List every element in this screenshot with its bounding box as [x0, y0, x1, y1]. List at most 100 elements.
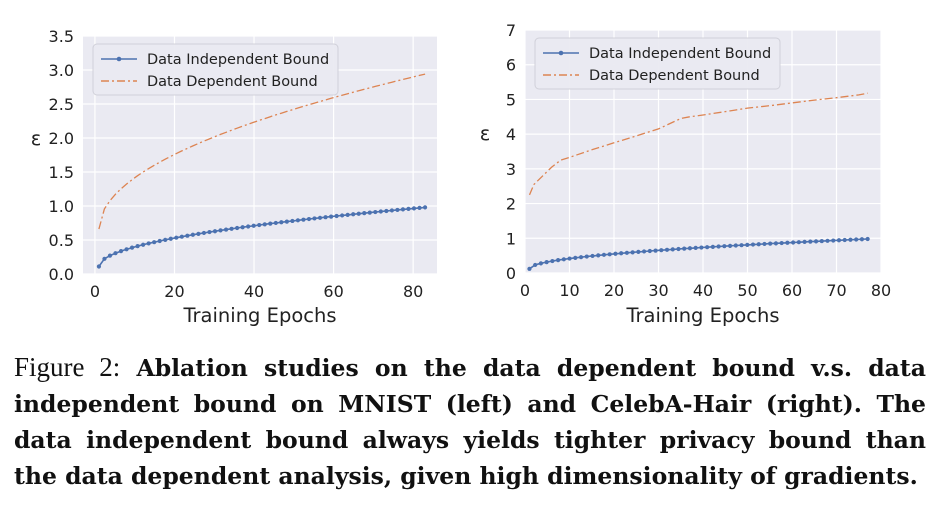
data-point: [340, 213, 345, 218]
x-tick-label: 80: [871, 281, 891, 300]
data-point: [796, 240, 801, 245]
legend-box: [534, 37, 781, 90]
data-point: [152, 240, 157, 245]
y-tick-label: 7: [506, 21, 516, 40]
data-point: [257, 222, 262, 228]
data-point: [802, 239, 807, 245]
data-point: [163, 237, 168, 242]
data-point: [567, 256, 572, 261]
chart-mnist: 0.0 0.5 1.0 1.5 2.0 2.5 3.0 3.5 0 20 40 60 80 Trainin…: [31, 27, 437, 327]
y-tick-label: 0.5: [49, 231, 74, 250]
data-point: [284, 219, 289, 224]
x-tick-label: 20: [604, 281, 624, 300]
data-point: [301, 217, 306, 222]
data-point: [699, 245, 704, 250]
legend-label: Data Dependent Bound: [147, 74, 318, 90]
data-point: [670, 247, 675, 252]
data-point: [854, 237, 859, 242]
data-point: [601, 252, 607, 257]
data-point: [400, 207, 406, 212]
y-axis-label: ε: [480, 122, 491, 145]
figure-caption: Figure 2: Ablation studies on the data d…: [14, 349, 926, 494]
data-point: [223, 227, 229, 232]
data-point: [185, 233, 190, 238]
data-point: [262, 222, 267, 227]
data-point: [538, 261, 544, 266]
data-point: [825, 238, 830, 243]
data-point: [619, 251, 624, 256]
y-tick-label: 0.0: [49, 265, 74, 284]
legend-label: Data Independent Bound: [589, 46, 771, 62]
data-point: [687, 246, 693, 251]
y-tick-label: 1: [506, 229, 516, 248]
series-line-2: [98, 73, 426, 230]
data-point: [212, 229, 218, 234]
data-point: [682, 246, 687, 251]
x-tick-label: 80: [403, 282, 423, 301]
data-point: [653, 248, 658, 253]
y-axis-label: ε: [31, 127, 42, 150]
data-point: [279, 220, 284, 225]
y-tick-label: 2.5: [49, 95, 74, 114]
data-point: [168, 236, 173, 241]
y-tick-label: 0: [506, 264, 516, 283]
data-point: [527, 266, 532, 271]
data-point: [174, 235, 179, 240]
data-point: [750, 242, 756, 247]
data-point: [273, 220, 278, 226]
data-point: [135, 244, 140, 249]
data-point: [113, 251, 118, 256]
data-point: [693, 245, 698, 251]
data-point: [351, 212, 356, 217]
data-point: [334, 213, 339, 219]
y-tick-label: 1.0: [49, 197, 74, 216]
data-point: [129, 245, 135, 250]
data-point: [733, 243, 738, 248]
data-point: [636, 249, 641, 254]
data-point: [785, 240, 790, 245]
data-point: [124, 247, 129, 252]
data-point: [235, 225, 240, 231]
data-point: [533, 262, 538, 268]
data-point: [218, 228, 223, 233]
legend-box: [92, 43, 339, 96]
data-point: [573, 255, 578, 260]
data-point: [813, 239, 819, 244]
data-point: [157, 238, 162, 244]
data-point: [179, 234, 184, 239]
data-point: [716, 244, 721, 249]
data-point: [831, 238, 836, 243]
y-tick-label: 3.0: [49, 61, 74, 80]
data-point: [317, 215, 323, 220]
data-point: [323, 215, 328, 220]
data-point: [411, 206, 417, 211]
data-point: [705, 245, 710, 250]
y-tick-label: 3: [506, 160, 516, 179]
data-point: [295, 218, 301, 223]
data-point: [544, 260, 549, 265]
data-point: [848, 237, 853, 242]
x-axis-label: Training Epochs: [625, 304, 779, 327]
data-point: [768, 241, 773, 246]
x-tick-label: 60: [782, 281, 802, 300]
data-point: [102, 256, 107, 261]
legend-marker: [116, 56, 122, 62]
data-point: [207, 229, 212, 235]
data-point: [722, 244, 727, 249]
data-point: [624, 250, 629, 255]
data-point: [779, 240, 784, 246]
data-point: [641, 249, 647, 254]
data-point: [676, 246, 681, 252]
data-point: [389, 208, 394, 213]
data-point: [362, 211, 367, 216]
data-point: [836, 238, 842, 243]
data-point: [422, 205, 428, 210]
x-tick-label: 20: [164, 282, 184, 301]
data-point: [201, 230, 207, 236]
legend-marker: [558, 50, 564, 56]
series-line-2: [528, 92, 868, 196]
caption-text: Ablation studies on the data dependent b…: [14, 354, 926, 490]
x-tick-label: 70: [826, 281, 846, 300]
